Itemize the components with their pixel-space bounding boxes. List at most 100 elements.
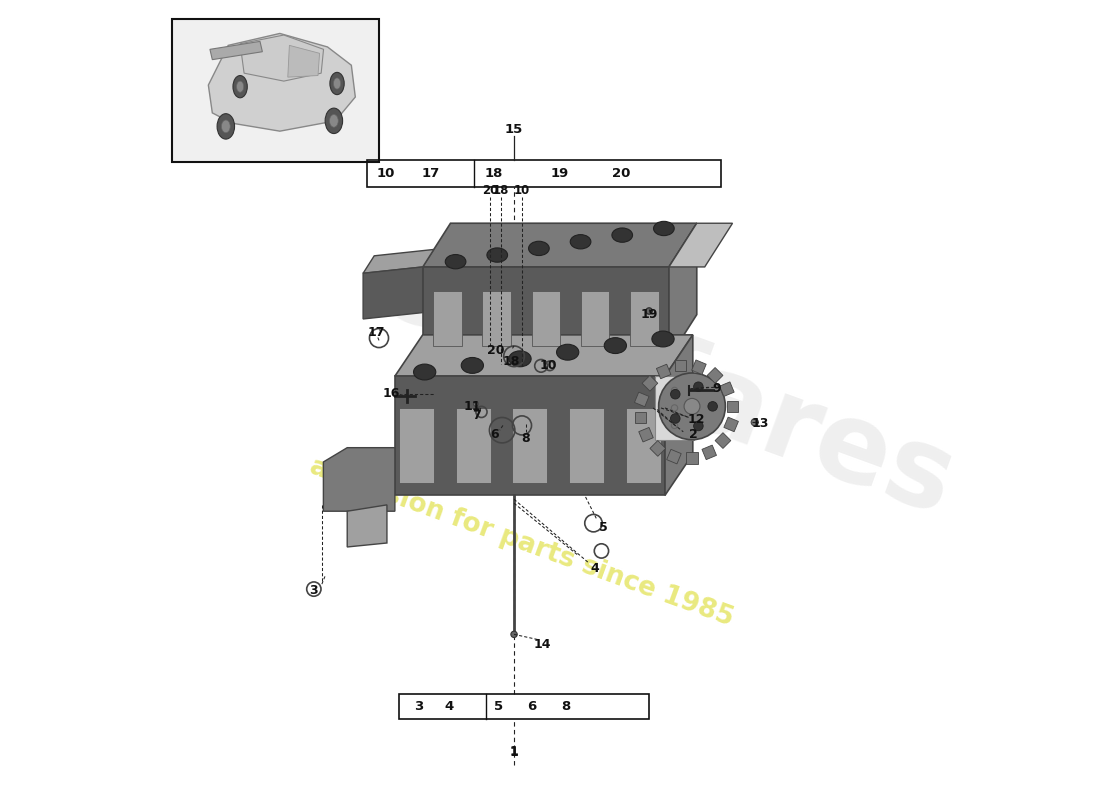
Polygon shape bbox=[666, 335, 693, 495]
Text: 3: 3 bbox=[309, 584, 318, 597]
Text: 20: 20 bbox=[612, 167, 630, 180]
Bar bbox=[639, 427, 653, 442]
Bar bbox=[531, 290, 560, 346]
Ellipse shape bbox=[612, 228, 632, 242]
Ellipse shape bbox=[330, 114, 338, 127]
Ellipse shape bbox=[671, 414, 680, 423]
Bar bbox=[513, 408, 548, 483]
Ellipse shape bbox=[326, 108, 342, 134]
Bar bbox=[707, 367, 723, 383]
Ellipse shape bbox=[414, 364, 436, 380]
Bar bbox=[675, 360, 686, 371]
Text: 6: 6 bbox=[490, 428, 498, 441]
Ellipse shape bbox=[684, 398, 700, 414]
Bar bbox=[482, 290, 510, 346]
Ellipse shape bbox=[333, 78, 341, 89]
Bar bbox=[686, 453, 697, 463]
Bar bbox=[642, 375, 658, 391]
Bar bbox=[692, 360, 706, 374]
Text: 14: 14 bbox=[534, 638, 551, 651]
Text: 16: 16 bbox=[383, 387, 400, 400]
Text: 5: 5 bbox=[494, 700, 503, 713]
Bar bbox=[635, 412, 646, 423]
Ellipse shape bbox=[461, 358, 484, 374]
Ellipse shape bbox=[570, 234, 591, 249]
Polygon shape bbox=[669, 223, 696, 358]
Bar bbox=[569, 408, 604, 483]
Polygon shape bbox=[422, 267, 669, 358]
Text: 11: 11 bbox=[464, 400, 482, 413]
Text: 8: 8 bbox=[561, 700, 570, 713]
Text: 12: 12 bbox=[688, 414, 705, 426]
Polygon shape bbox=[348, 505, 387, 547]
Ellipse shape bbox=[646, 308, 652, 314]
Text: 7: 7 bbox=[472, 409, 481, 422]
Bar bbox=[715, 433, 730, 449]
Ellipse shape bbox=[233, 75, 248, 98]
Text: eurofares: eurofares bbox=[363, 230, 969, 538]
Polygon shape bbox=[323, 448, 395, 511]
Text: 8: 8 bbox=[521, 432, 530, 445]
Text: 2: 2 bbox=[690, 428, 698, 441]
Bar bbox=[173, 18, 380, 162]
Text: 4: 4 bbox=[591, 562, 600, 575]
Bar bbox=[656, 376, 694, 440]
Ellipse shape bbox=[557, 344, 579, 360]
Ellipse shape bbox=[653, 222, 674, 236]
Ellipse shape bbox=[751, 418, 758, 426]
Bar bbox=[724, 417, 738, 432]
Ellipse shape bbox=[236, 81, 244, 92]
Bar bbox=[367, 160, 720, 187]
Ellipse shape bbox=[659, 373, 725, 440]
Text: 17: 17 bbox=[367, 326, 385, 339]
Bar bbox=[635, 392, 649, 406]
Ellipse shape bbox=[221, 120, 230, 133]
Ellipse shape bbox=[509, 351, 531, 366]
Text: 4: 4 bbox=[444, 700, 453, 713]
Bar bbox=[630, 290, 659, 346]
Polygon shape bbox=[363, 250, 433, 274]
Ellipse shape bbox=[604, 338, 627, 354]
Ellipse shape bbox=[708, 402, 717, 411]
Text: 10: 10 bbox=[376, 167, 395, 180]
Ellipse shape bbox=[694, 422, 703, 430]
Bar bbox=[727, 401, 738, 412]
Ellipse shape bbox=[510, 631, 517, 638]
Bar bbox=[433, 290, 462, 346]
Bar bbox=[667, 450, 681, 464]
Polygon shape bbox=[422, 223, 696, 267]
Ellipse shape bbox=[330, 72, 344, 94]
Bar bbox=[455, 408, 491, 483]
Polygon shape bbox=[669, 223, 733, 267]
Bar bbox=[719, 382, 734, 397]
Text: 20: 20 bbox=[482, 184, 498, 197]
Text: 15: 15 bbox=[505, 123, 524, 136]
Ellipse shape bbox=[217, 114, 234, 139]
Text: 9: 9 bbox=[713, 382, 721, 394]
Ellipse shape bbox=[694, 382, 703, 391]
Ellipse shape bbox=[529, 242, 549, 255]
Text: 3: 3 bbox=[414, 700, 424, 713]
Polygon shape bbox=[288, 46, 320, 77]
Ellipse shape bbox=[652, 331, 674, 347]
Ellipse shape bbox=[446, 254, 466, 269]
Bar bbox=[702, 445, 716, 460]
Text: 19: 19 bbox=[550, 167, 569, 180]
Text: 13: 13 bbox=[751, 418, 769, 430]
Text: 10: 10 bbox=[539, 359, 557, 372]
Text: 5: 5 bbox=[600, 521, 608, 534]
Bar bbox=[650, 441, 666, 456]
Polygon shape bbox=[395, 376, 666, 495]
Ellipse shape bbox=[487, 248, 507, 262]
Text: 1: 1 bbox=[509, 745, 518, 758]
Polygon shape bbox=[395, 335, 693, 376]
Text: 1: 1 bbox=[509, 746, 518, 759]
Polygon shape bbox=[240, 35, 323, 81]
Text: 17: 17 bbox=[421, 167, 440, 180]
Text: a passion for parts since 1985: a passion for parts since 1985 bbox=[307, 454, 737, 632]
Text: 19: 19 bbox=[640, 308, 658, 321]
Bar bbox=[399, 694, 649, 719]
Bar bbox=[626, 408, 661, 483]
Ellipse shape bbox=[671, 390, 680, 399]
Bar bbox=[399, 408, 435, 483]
